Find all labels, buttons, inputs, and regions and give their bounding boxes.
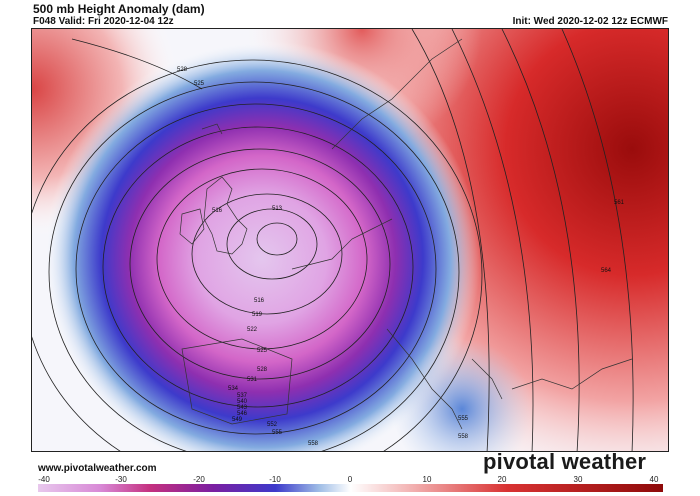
contour-label: 546 bbox=[237, 411, 248, 417]
contour-label: 537 bbox=[237, 393, 248, 399]
contour-label: 555 bbox=[272, 430, 283, 436]
init-time: Init: Wed 2020-12-02 12z ECMWF bbox=[512, 16, 668, 27]
pivotal-weather-logo: pivotal weather bbox=[483, 449, 647, 474]
contour-label: 543 bbox=[237, 405, 248, 411]
contour-label: 540 bbox=[237, 399, 248, 405]
contour-label: 531 bbox=[247, 377, 258, 383]
colorbar-ticks: -40 -30 -20 -10 0 10 20 30 40 bbox=[0, 475, 700, 485]
contour-label: 525 bbox=[194, 81, 205, 87]
contour-label: 519 bbox=[252, 312, 263, 318]
contour-label: 558 bbox=[458, 434, 469, 440]
contour-label: 534 bbox=[228, 386, 239, 392]
contour-label: 555 bbox=[458, 416, 469, 422]
contour-label: 516 bbox=[254, 298, 265, 304]
contour-label: 525 bbox=[257, 348, 268, 354]
chart-title: 500 mb Height Anomaly (dam) bbox=[33, 2, 205, 16]
colorbar-tick: 20 bbox=[497, 475, 507, 484]
anomaly-map: 528 525 516 513 516 519 522 525 528 531 … bbox=[31, 28, 669, 452]
site-url: www.pivotalweather.com bbox=[38, 463, 157, 474]
contour-label: 528 bbox=[177, 67, 188, 73]
colorbar-tick: -40 bbox=[38, 475, 50, 484]
colorbar-tick: 0 bbox=[347, 475, 353, 484]
colorbar-tick: 40 bbox=[649, 475, 659, 484]
colorbar-tick: 10 bbox=[422, 475, 432, 484]
contour-label: 549 bbox=[232, 417, 243, 423]
contour-label: 516 bbox=[212, 208, 223, 214]
contour-label: 522 bbox=[247, 327, 258, 333]
colorbar-tick: -10 bbox=[269, 475, 281, 484]
contour-label: 528 bbox=[257, 367, 268, 373]
contour-label: 552 bbox=[267, 422, 278, 428]
contour-label: 558 bbox=[308, 441, 319, 447]
colorbar-tick: 30 bbox=[573, 475, 583, 484]
valid-time: F048 Valid: Fri 2020-12-04 12z bbox=[33, 16, 174, 27]
contour-label: 564 bbox=[601, 268, 612, 274]
color-scale-bar bbox=[38, 484, 663, 492]
contour-label: 513 bbox=[272, 206, 283, 212]
contour-label: 561 bbox=[614, 200, 625, 206]
colorbar-tick: -20 bbox=[193, 475, 205, 484]
colorbar-tick: -30 bbox=[115, 475, 127, 484]
